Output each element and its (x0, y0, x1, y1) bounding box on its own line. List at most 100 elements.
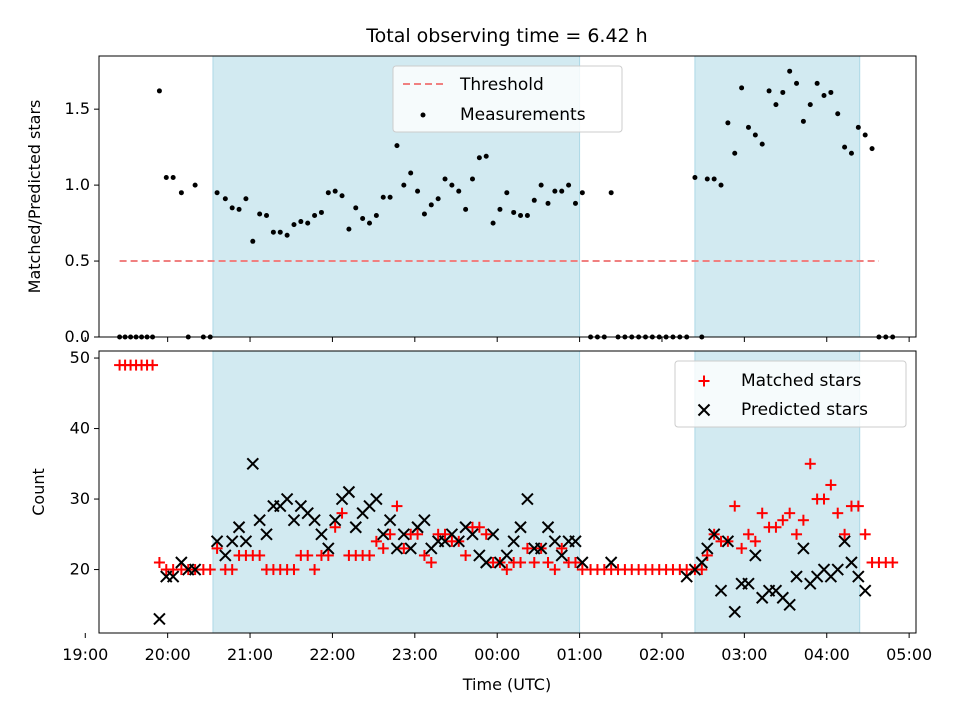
measurement-point (766, 88, 772, 94)
measurement-point (318, 209, 324, 215)
measurement-point (579, 190, 585, 196)
matched-star-point (439, 528, 451, 540)
matched-star-point (391, 500, 403, 512)
measurement-point (869, 146, 875, 152)
measurement-point (367, 220, 373, 226)
measurement-point (298, 219, 304, 225)
measurement-point (442, 176, 448, 182)
matched-star-point (777, 514, 789, 526)
measurement-point (807, 102, 813, 108)
measurement-point (692, 175, 698, 181)
matched-star-point (364, 549, 376, 561)
measurement-point (163, 175, 169, 181)
matched-star-point (460, 549, 472, 561)
predicted-star-point (534, 542, 548, 555)
predicted-star-point (287, 513, 301, 527)
y-tick-label: 0.0 (65, 327, 90, 346)
measurement-point (518, 212, 524, 218)
measurement-point (497, 206, 503, 212)
matched-star-point (309, 564, 321, 576)
matched-star-point (852, 500, 864, 512)
matched-star-point (542, 557, 554, 568)
measurement-point (277, 229, 283, 235)
matched-star-point (226, 564, 238, 576)
matched-star-point (473, 521, 485, 533)
plot-frame (98, 350, 917, 634)
matched-star-point (797, 514, 809, 526)
matched-star-point (398, 542, 410, 554)
measurement-point (794, 80, 800, 86)
predicted-star-point (838, 535, 851, 548)
measurement-points (117, 68, 896, 340)
legend-matched-swatch (698, 375, 710, 387)
measurement-point (449, 182, 455, 188)
predicted-star-point (308, 513, 321, 527)
predicted-star-point (858, 584, 872, 597)
x-tick-label: 03:00 (721, 645, 767, 664)
predicted-star-point (342, 485, 356, 499)
matched-star-point (791, 528, 803, 540)
legend-cross-marker (697, 403, 711, 417)
measurement-point (214, 190, 220, 196)
matched-star-point (288, 564, 300, 576)
matched-star-point (701, 549, 713, 561)
predicted-star-point (742, 577, 755, 590)
predicted-star-point (480, 556, 493, 569)
top-y-axis-label: Matched/Predicted stars (25, 100, 44, 294)
predicted-star-point (701, 542, 714, 555)
predicted-star-point (749, 549, 762, 562)
measurement-point (531, 197, 537, 203)
y-tick-label: 1.0 (65, 175, 90, 194)
top-legend-box (392, 65, 623, 133)
plot-frame (98, 55, 917, 338)
matched-star-point (204, 564, 216, 576)
measurement-point (229, 205, 235, 211)
predicted-star-point (383, 513, 397, 527)
measurement-point (291, 222, 297, 228)
x-tick-label: 05:00 (886, 645, 932, 664)
matched-star-point (825, 479, 837, 491)
predicted-star-point (260, 528, 273, 541)
measurement-point (814, 80, 820, 86)
matched-star-point (770, 521, 782, 533)
measurement-point (178, 190, 184, 196)
measurement-point (773, 102, 779, 108)
matched-star-point (418, 549, 430, 561)
measurement-point (476, 155, 482, 161)
measurement-point (608, 190, 614, 196)
measurement-point (855, 124, 861, 130)
measurement-point (401, 182, 407, 188)
measurement-point (435, 196, 441, 202)
y-tick-label: 30 (70, 489, 90, 508)
bottom-shaded-regions (212, 350, 861, 634)
shaded-interval-2 (694, 55, 861, 338)
matched-star-point (859, 528, 871, 540)
measurement-point (353, 205, 359, 211)
matched-star-point (569, 557, 581, 568)
measurement-point (745, 124, 751, 130)
measurement-point (572, 200, 578, 206)
measurement-point (360, 216, 366, 222)
predicted-star-point (452, 535, 465, 548)
predicted-star-point (714, 584, 728, 597)
predicted-star-point (219, 549, 232, 562)
legend-measurements-swatch (420, 112, 426, 118)
matched-star-point (818, 493, 830, 505)
matched-star-point (384, 528, 396, 540)
predicted-star-point (783, 598, 796, 612)
predicted-star-point (486, 528, 500, 541)
measurement-point (759, 141, 765, 147)
matched-star-point (887, 557, 899, 568)
measurement-point (739, 85, 745, 91)
measurement-point (387, 194, 393, 200)
matched-star-point (515, 557, 527, 568)
measurement-point (538, 182, 544, 188)
legend-predicted-swatch (697, 403, 711, 417)
predicted-star-point (576, 556, 589, 569)
measurement-point (421, 211, 427, 217)
predicted-star-point (239, 535, 253, 548)
matched-star-point (153, 557, 165, 568)
matched-star-point (480, 528, 492, 540)
predicted-star-point (831, 563, 844, 576)
measurement-point (566, 182, 572, 188)
